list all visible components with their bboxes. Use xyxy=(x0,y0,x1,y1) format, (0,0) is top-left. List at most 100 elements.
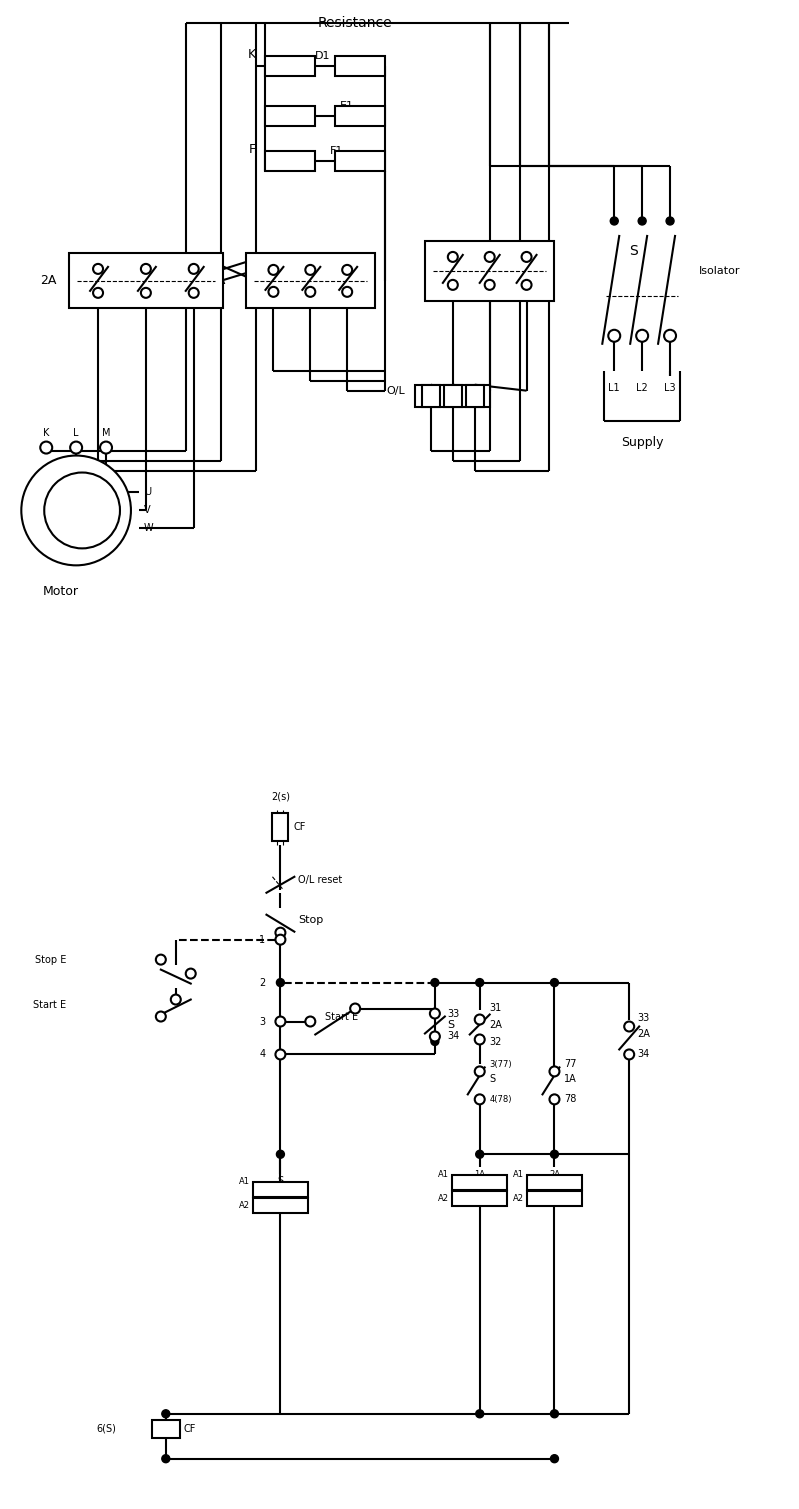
Text: Start E: Start E xyxy=(33,999,66,1010)
Text: A2: A2 xyxy=(239,1201,249,1210)
Text: F: F xyxy=(248,143,256,155)
Bar xyxy=(444,385,462,406)
Bar xyxy=(272,813,288,842)
Circle shape xyxy=(185,969,196,979)
Text: L: L xyxy=(74,427,79,438)
Circle shape xyxy=(156,1011,166,1022)
Text: K: K xyxy=(43,427,50,438)
Circle shape xyxy=(522,252,531,263)
Circle shape xyxy=(550,1067,559,1076)
Text: 1A: 1A xyxy=(564,1074,577,1085)
Circle shape xyxy=(93,264,103,275)
Text: M: M xyxy=(101,427,110,438)
Circle shape xyxy=(342,287,352,297)
Circle shape xyxy=(276,934,285,945)
Text: A2: A2 xyxy=(513,1194,523,1203)
Text: A2: A2 xyxy=(438,1194,449,1203)
Text: A1: A1 xyxy=(513,1169,523,1179)
Circle shape xyxy=(44,472,120,548)
Circle shape xyxy=(40,442,52,454)
Circle shape xyxy=(475,979,483,987)
Circle shape xyxy=(475,1014,485,1025)
Text: 5: 5 xyxy=(191,260,197,269)
Text: 3: 3 xyxy=(143,260,149,269)
Bar xyxy=(452,1191,507,1206)
Circle shape xyxy=(664,330,676,341)
Text: 2(s): 2(s) xyxy=(271,792,290,801)
Circle shape xyxy=(431,1038,439,1046)
Text: Stop E: Stop E xyxy=(35,955,66,964)
Text: S: S xyxy=(447,1020,454,1029)
Text: 1A: 1A xyxy=(209,275,225,287)
Bar xyxy=(336,56,385,77)
Circle shape xyxy=(551,1455,559,1462)
Circle shape xyxy=(522,279,531,290)
Text: CF: CF xyxy=(184,1424,196,1434)
Circle shape xyxy=(276,1150,284,1159)
Circle shape xyxy=(475,1409,483,1418)
Circle shape xyxy=(475,1035,485,1044)
Bar xyxy=(452,1174,507,1189)
Text: Supply: Supply xyxy=(621,436,663,448)
Text: 4: 4 xyxy=(143,296,149,305)
Bar xyxy=(253,1198,308,1213)
Text: 3: 3 xyxy=(260,1017,265,1026)
Circle shape xyxy=(624,1049,634,1059)
Text: W: W xyxy=(144,524,153,533)
Circle shape xyxy=(162,1409,170,1418)
Text: 1: 1 xyxy=(271,260,276,269)
Circle shape xyxy=(430,1032,440,1041)
Bar xyxy=(253,1182,308,1197)
Text: 1A: 1A xyxy=(475,1169,485,1179)
Circle shape xyxy=(636,330,648,341)
Text: 5: 5 xyxy=(344,260,350,269)
Bar xyxy=(415,385,490,406)
Text: Resistance: Resistance xyxy=(318,17,392,30)
Circle shape xyxy=(608,330,620,341)
Text: 1: 1 xyxy=(260,934,265,945)
Circle shape xyxy=(666,217,674,225)
Text: Isolator: Isolator xyxy=(699,266,741,276)
Circle shape xyxy=(475,1067,485,1076)
Text: 78: 78 xyxy=(564,1094,577,1105)
Text: K: K xyxy=(248,48,256,62)
Text: 3: 3 xyxy=(308,260,313,269)
Text: L3: L3 xyxy=(664,383,676,392)
Text: 6(S): 6(S) xyxy=(96,1424,116,1434)
Text: 6: 6 xyxy=(344,296,350,305)
Bar xyxy=(422,385,440,406)
Text: 1: 1 xyxy=(95,260,101,269)
Text: 2: 2 xyxy=(271,296,276,305)
Text: A1: A1 xyxy=(239,1177,249,1186)
Text: 6: 6 xyxy=(191,296,197,305)
Circle shape xyxy=(342,266,352,275)
Text: L1: L1 xyxy=(608,383,620,392)
Text: 32: 32 xyxy=(490,1038,502,1047)
Text: 34: 34 xyxy=(447,1032,459,1041)
Text: E1: E1 xyxy=(340,101,354,112)
Bar xyxy=(466,385,483,406)
Bar xyxy=(527,1174,582,1189)
Circle shape xyxy=(141,264,151,275)
Circle shape xyxy=(22,456,131,566)
Text: 2A: 2A xyxy=(549,1169,560,1179)
Circle shape xyxy=(447,279,458,290)
Text: 33: 33 xyxy=(637,1013,650,1023)
Text: 77: 77 xyxy=(564,1059,577,1070)
Circle shape xyxy=(305,1017,316,1026)
Text: S: S xyxy=(277,1176,284,1186)
Text: 4(78): 4(78) xyxy=(490,1096,512,1105)
Circle shape xyxy=(189,264,199,275)
Circle shape xyxy=(276,1017,285,1026)
Text: 2A: 2A xyxy=(40,275,56,287)
Circle shape xyxy=(162,1455,170,1462)
Text: 2A: 2A xyxy=(490,1020,503,1029)
Circle shape xyxy=(93,288,103,297)
Text: CF: CF xyxy=(293,822,306,833)
Circle shape xyxy=(624,1022,634,1032)
Circle shape xyxy=(276,928,285,937)
Circle shape xyxy=(430,1008,440,1019)
Circle shape xyxy=(305,287,316,297)
Text: U: U xyxy=(144,487,151,498)
Circle shape xyxy=(171,994,181,1005)
